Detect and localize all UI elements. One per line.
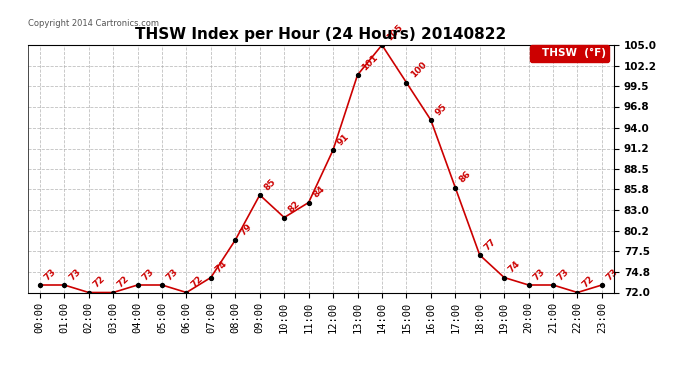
Point xyxy=(499,274,510,280)
Text: 82: 82 xyxy=(287,200,302,215)
Text: 85: 85 xyxy=(262,177,278,192)
Point xyxy=(59,282,70,288)
Text: 86: 86 xyxy=(458,170,473,185)
Text: 84: 84 xyxy=(311,184,326,200)
Point xyxy=(572,290,583,296)
Text: 105: 105 xyxy=(385,23,404,42)
Point xyxy=(254,192,265,198)
Text: 72: 72 xyxy=(580,274,595,290)
Text: 73: 73 xyxy=(165,267,180,282)
Text: Copyright 2014 Cartronics.com: Copyright 2014 Cartronics.com xyxy=(28,19,159,28)
Text: 101: 101 xyxy=(360,53,380,72)
Text: 74: 74 xyxy=(214,260,229,275)
Point xyxy=(230,237,241,243)
Point xyxy=(132,282,143,288)
Legend: THSW  (°F): THSW (°F) xyxy=(531,45,609,62)
Point xyxy=(523,282,534,288)
Text: 74: 74 xyxy=(507,260,522,275)
Point xyxy=(547,282,558,288)
Text: 77: 77 xyxy=(482,237,498,252)
Point xyxy=(157,282,168,288)
Text: 72: 72 xyxy=(116,274,131,290)
Title: THSW Index per Hour (24 Hours) 20140822: THSW Index per Hour (24 Hours) 20140822 xyxy=(135,27,506,42)
Text: 73: 73 xyxy=(531,267,546,282)
Text: 91: 91 xyxy=(336,132,351,147)
Point xyxy=(425,117,436,123)
Text: 100: 100 xyxy=(409,60,428,80)
Text: 79: 79 xyxy=(238,222,253,237)
Point xyxy=(401,80,412,86)
Text: 73: 73 xyxy=(67,267,82,282)
Point xyxy=(352,72,363,78)
Point xyxy=(108,290,119,296)
Point xyxy=(206,274,217,280)
Point xyxy=(303,200,314,206)
Point xyxy=(596,282,607,288)
Text: 95: 95 xyxy=(433,102,449,117)
Point xyxy=(181,290,192,296)
Text: 73: 73 xyxy=(43,267,58,282)
Point xyxy=(83,290,95,296)
Point xyxy=(34,282,46,288)
Point xyxy=(474,252,485,258)
Text: 73: 73 xyxy=(604,267,620,282)
Point xyxy=(450,184,461,190)
Point xyxy=(328,147,339,153)
Text: 73: 73 xyxy=(140,267,156,282)
Point xyxy=(279,214,290,220)
Text: 72: 72 xyxy=(189,274,204,290)
Text: 73: 73 xyxy=(555,267,571,282)
Text: 72: 72 xyxy=(92,274,107,290)
Point xyxy=(377,42,388,48)
